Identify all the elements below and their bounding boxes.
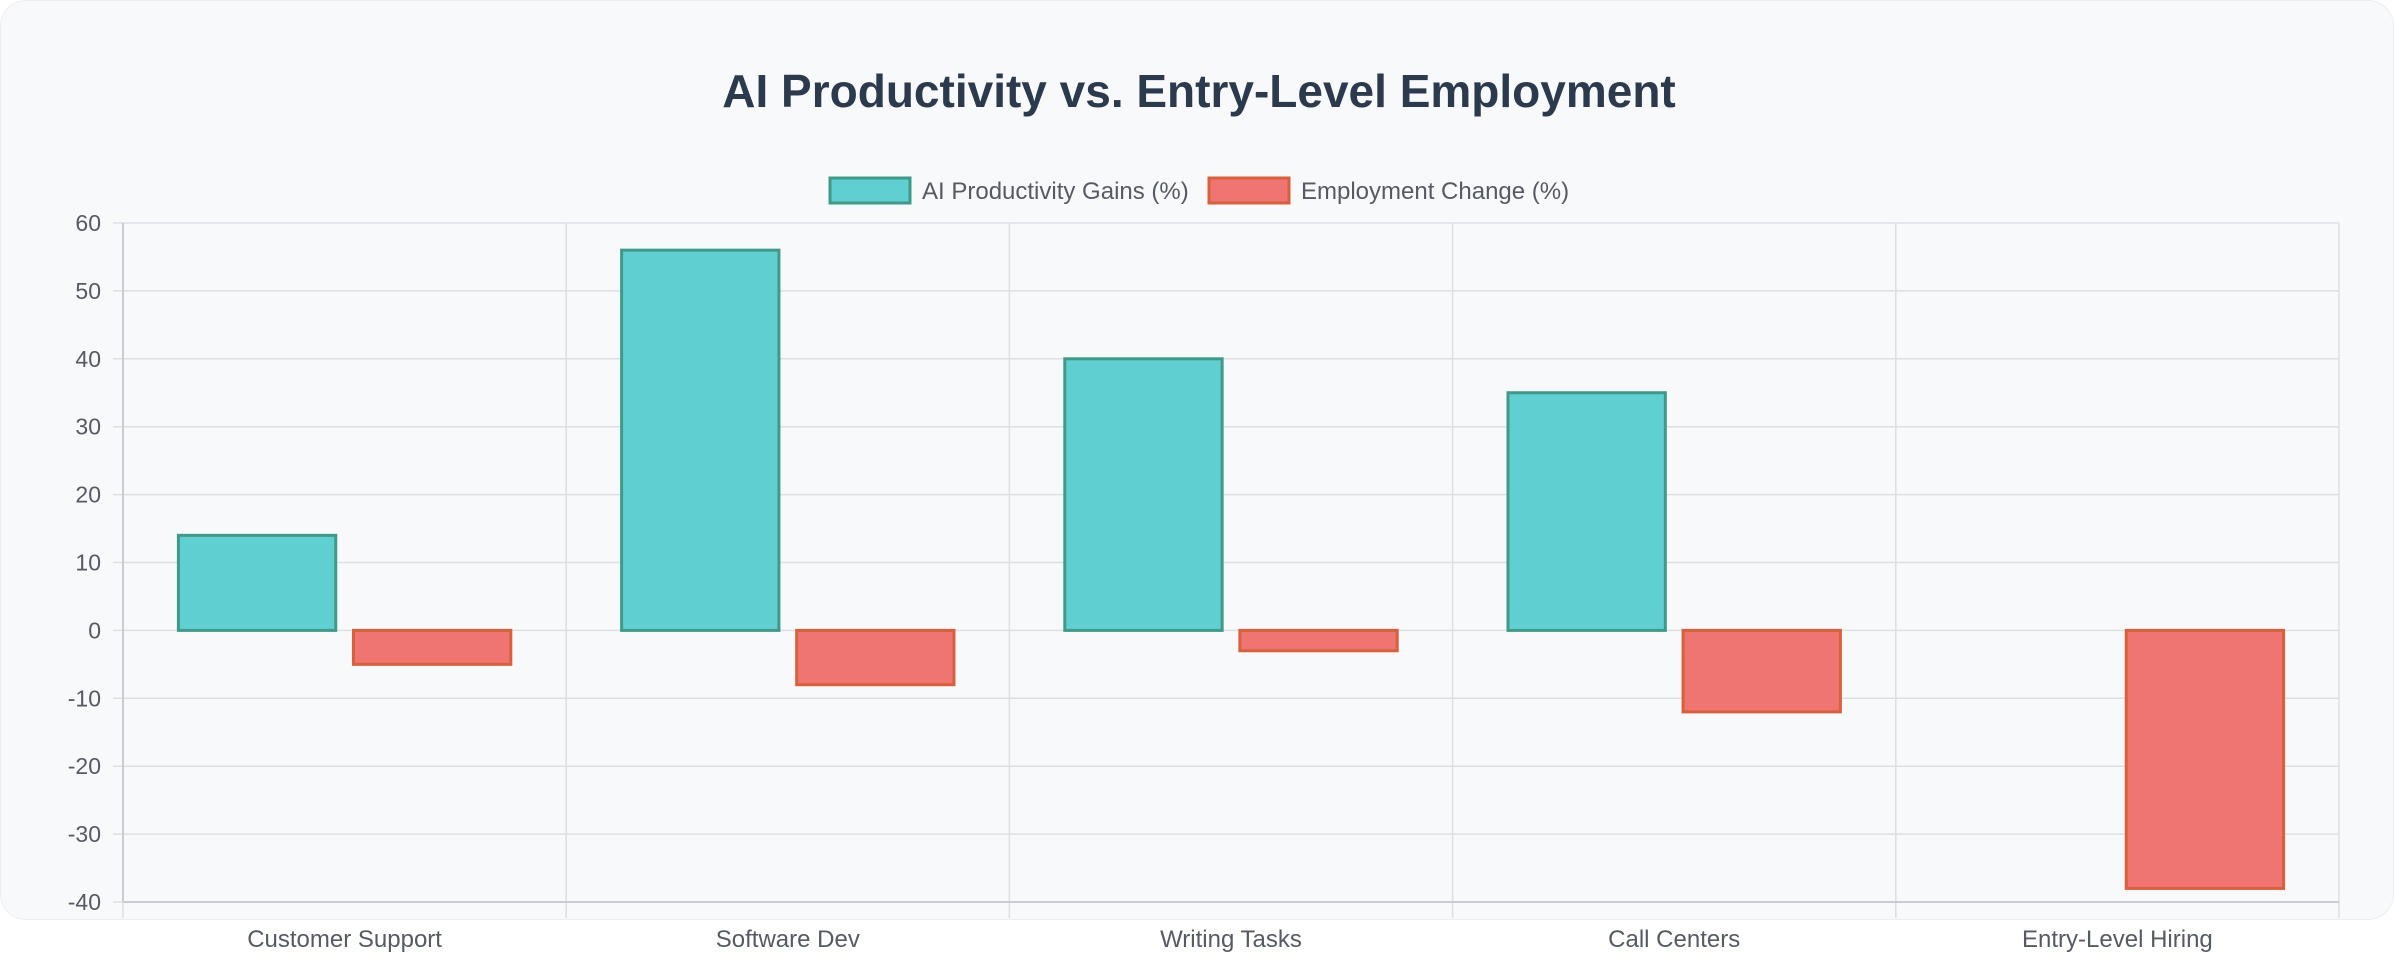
bar-employment-4[interactable] [2124,628,2286,890]
x-tick-label: Customer Support [247,926,442,953]
y-tick-label: 30 [75,414,101,440]
y-axis-ticks: 60 50 40 30 20 10 0 -10 -20 -30 -40 [68,210,101,915]
bar-productivity-0[interactable] [176,533,338,632]
legend: AI Productivity Gains (%) Employment Cha… [828,176,1569,205]
y-tick-label: 0 [88,617,101,643]
bar-productivity-1[interactable] [620,248,781,632]
bar-employment-2[interactable] [1238,628,1399,653]
y-tick-label: 20 [75,482,101,508]
x-tick-label: Writing Tasks [1160,926,1302,953]
y-tick-label: 10 [75,550,101,576]
x-tick-label: Entry-Level Hiring [2022,926,2213,953]
y-tick-label: -10 [68,685,101,711]
chart-title: AI Productivity vs. Entry-Level Employme… [722,65,1675,117]
legend-label-productivity: AI Productivity Gains (%) [922,178,1189,205]
grid-lines [113,222,2340,918]
legend-item-productivity[interactable]: AI Productivity Gains (%) [828,176,1189,205]
y-tick-label: 60 [75,210,101,236]
x-tick-label: Call Centers [1608,926,1740,953]
legend-swatch-employment [1207,176,1291,205]
y-tick-label: 40 [75,346,101,372]
bar-employment-0[interactable] [351,628,513,666]
bar-productivity-3[interactable] [1506,391,1667,632]
y-tick-label: -20 [68,753,101,779]
x-axis-labels: Customer Support Software Dev Writing Task… [247,926,2213,953]
bars [176,248,2286,890]
legend-swatch-productivity [828,176,912,205]
y-tick-label: -30 [68,821,101,847]
legend-label-employment: Employment Change (%) [1301,178,1569,205]
x-tick-label: Software Dev [716,926,860,953]
legend-item-employment[interactable]: Employment Change (%) [1207,176,1569,205]
bar-employment-1[interactable] [795,628,956,687]
y-tick-label: 50 [75,278,101,304]
bar-productivity-2[interactable] [1063,357,1224,632]
y-tick-label: -40 [68,889,101,915]
bar-employment-3[interactable] [1681,628,1842,714]
